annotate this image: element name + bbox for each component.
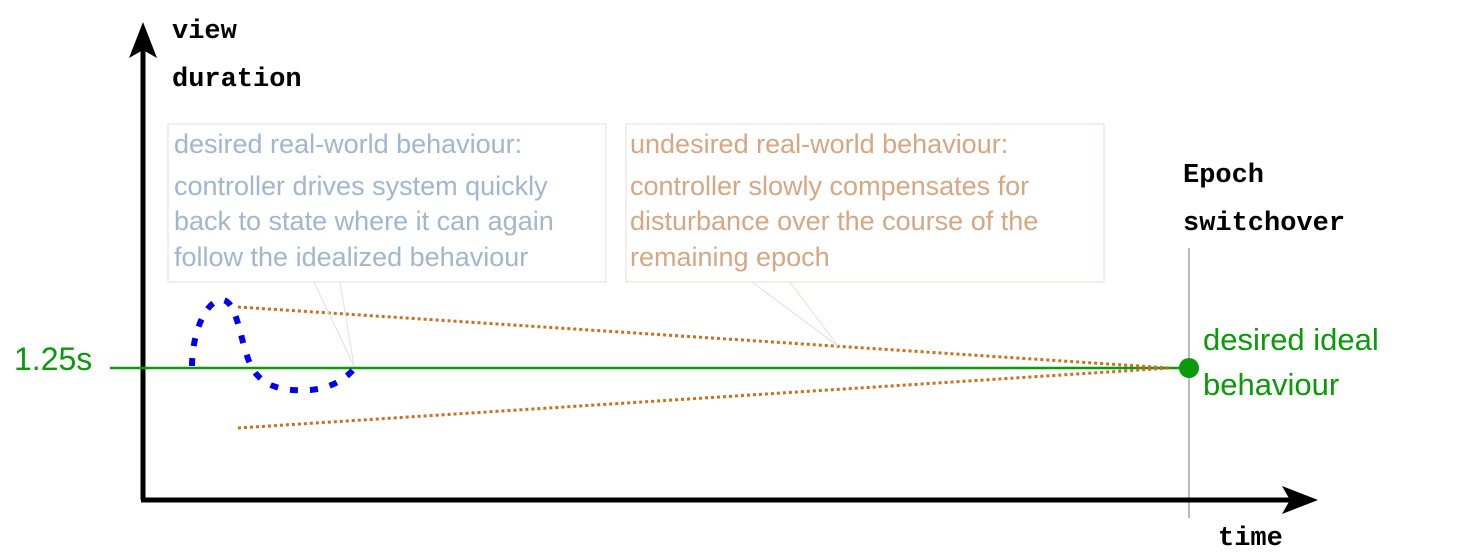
undesired-upper-line bbox=[237, 305, 1171, 370]
undesired-callout-box bbox=[625, 123, 1105, 283]
y-axis-label-line2: duration bbox=[172, 65, 302, 95]
undesired-callout-line1: undesired real-world behaviour: bbox=[630, 129, 1008, 159]
desired-curve bbox=[189, 296, 359, 394]
x-axis-arrowhead bbox=[1282, 486, 1318, 514]
desired-callout-line1: desired real-world behaviour: bbox=[174, 129, 522, 159]
y-axis-arrowhead bbox=[129, 22, 157, 58]
desired-callout-pointer bbox=[313, 281, 355, 367]
ideal-endpoint-dot bbox=[1179, 358, 1199, 378]
desired-callout-line4: follow the idealized behaviour bbox=[174, 242, 528, 272]
undesired-lower-line bbox=[237, 366, 1171, 430]
ideal-label-line2: behaviour bbox=[1203, 367, 1339, 402]
undesired-callout-pointer bbox=[751, 281, 839, 347]
x-axis-label: time bbox=[1218, 524, 1283, 554]
undesired-callout-line4: remaining epoch bbox=[630, 242, 830, 272]
desired-callout-box bbox=[167, 123, 607, 283]
undesired-callout-line3: disturbance over the course of the bbox=[630, 206, 1038, 236]
y-axis-label-line1: view bbox=[172, 17, 238, 47]
desired-callout-line3: back to state where it can again bbox=[174, 206, 554, 236]
epoch-label-line1: Epoch bbox=[1183, 161, 1264, 191]
ideal-label-line1: desired ideal bbox=[1203, 322, 1379, 357]
y-tick-label: 1.25s bbox=[14, 341, 92, 377]
desired-callout-line2: controller drives system quickly bbox=[174, 171, 548, 201]
epoch-label-line2: switchover bbox=[1183, 209, 1345, 239]
undesired-callout-line2: controller slowly compensates for bbox=[630, 171, 1029, 201]
